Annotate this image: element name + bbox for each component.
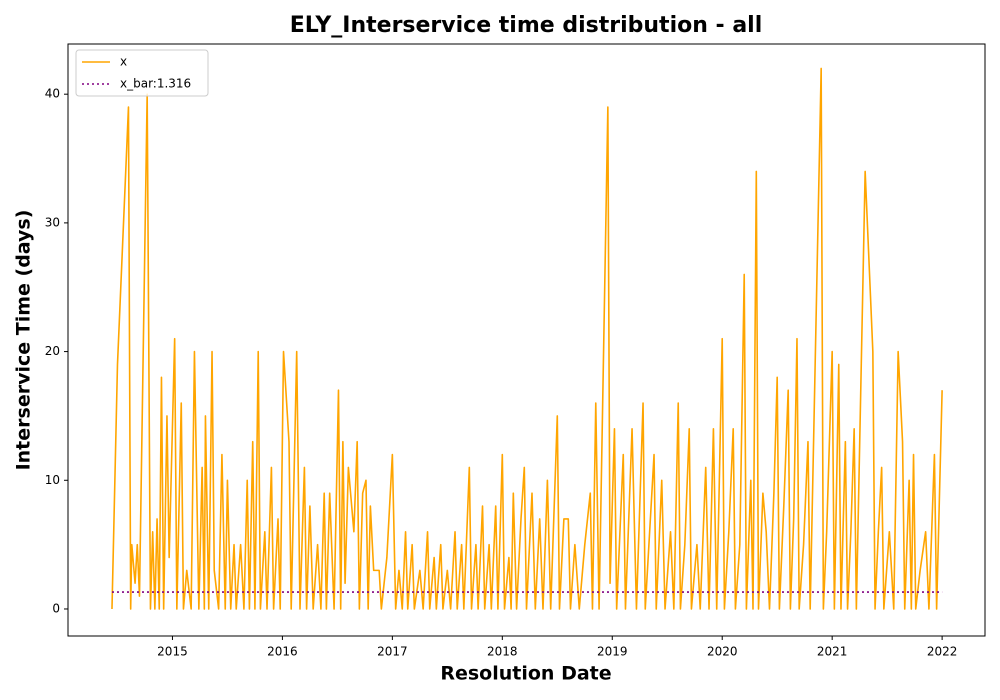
x-tick-label: 2022 — [927, 645, 958, 659]
y-tick-label: 0 — [52, 601, 60, 615]
x-tick-label: 2020 — [707, 645, 738, 659]
plot-area — [111, 67, 943, 610]
x-tick-label: 2019 — [597, 645, 628, 659]
y-tick-label: 40 — [45, 87, 60, 101]
y-tick-label: 20 — [45, 344, 60, 358]
y-tick-label: 30 — [45, 215, 60, 229]
x-tick-label: 2021 — [817, 645, 848, 659]
x-tick-label: 2015 — [157, 645, 188, 659]
x-tick-label: 2017 — [377, 645, 408, 659]
legend: x x_bar:1.316 — [75, 49, 209, 97]
y-axis-label: Interservice Time (days) — [13, 210, 35, 471]
x-axis-label: Resolution Date — [440, 663, 611, 685]
chart-title: ELY_Interservice time distribution - all — [290, 13, 763, 38]
y-tick-label: 10 — [45, 473, 60, 487]
line-series — [111, 67, 943, 610]
x-tick-label: 2018 — [487, 645, 518, 659]
legend-label: x_bar:1.316 — [120, 77, 191, 91]
x-tick-label: 2016 — [267, 645, 298, 659]
legend-label: x — [120, 55, 127, 69]
axes-frame — [67, 43, 986, 637]
